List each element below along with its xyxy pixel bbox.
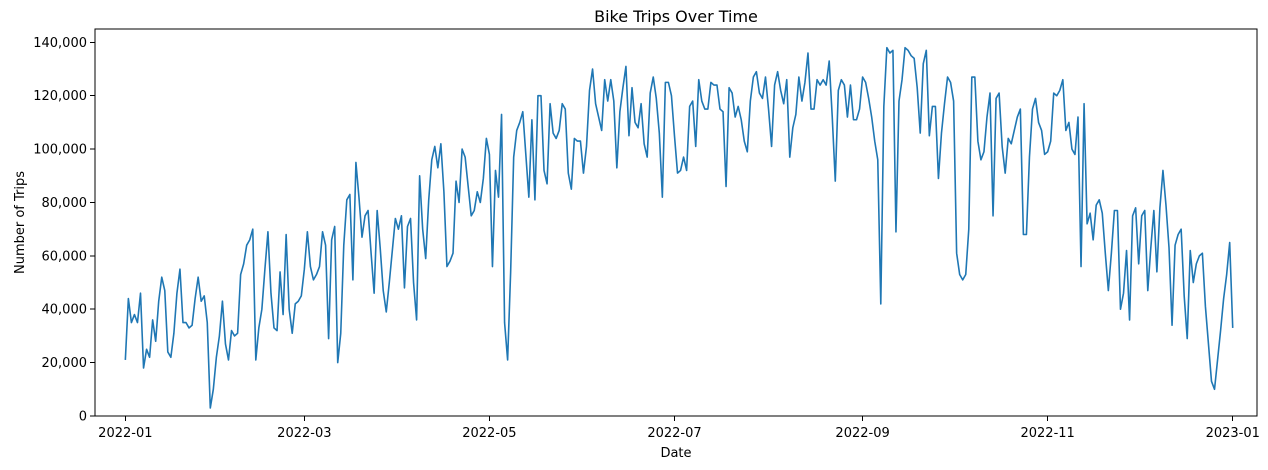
y-tick-label: 80,000	[42, 196, 88, 211]
x-tick-label: 2022-01	[98, 426, 152, 441]
y-axis-label: Number of Trips	[13, 171, 28, 274]
y-axis-ticks: 0 20,000 40,000 60,000 80,000 100,000 120,000 1…	[33, 36, 95, 425]
y-tick-label: 60,000	[42, 249, 88, 264]
chart-title: Bike Trips Over Time	[594, 7, 758, 26]
y-tick-label: 100,000	[33, 143, 87, 158]
plot-frame	[94, 28, 1258, 417]
plot-area	[94, 28, 1258, 417]
x-tick-label: 2023-01	[1206, 426, 1260, 441]
y-tick-label: 40,000	[42, 303, 88, 318]
x-axis-ticks: 2022-01 2022-03 2022-05 2022-07 2022-09 2022-…	[98, 416, 1260, 441]
series-line	[124, 46, 1234, 409]
x-tick-label: 2022-05	[462, 426, 516, 441]
x-tick-label: 2022-03	[277, 426, 331, 441]
y-tick-label: 20,000	[42, 356, 88, 371]
x-tick-label: 2022-07	[647, 426, 701, 441]
y-tick-label: 120,000	[33, 89, 87, 104]
x-tick-label: 2022-11	[1020, 426, 1074, 441]
y-tick-label: 0	[79, 410, 87, 425]
y-tick-label: 140,000	[33, 36, 87, 51]
x-axis-label: Date	[660, 446, 691, 461]
x-tick-label: 2022-09	[835, 426, 889, 441]
